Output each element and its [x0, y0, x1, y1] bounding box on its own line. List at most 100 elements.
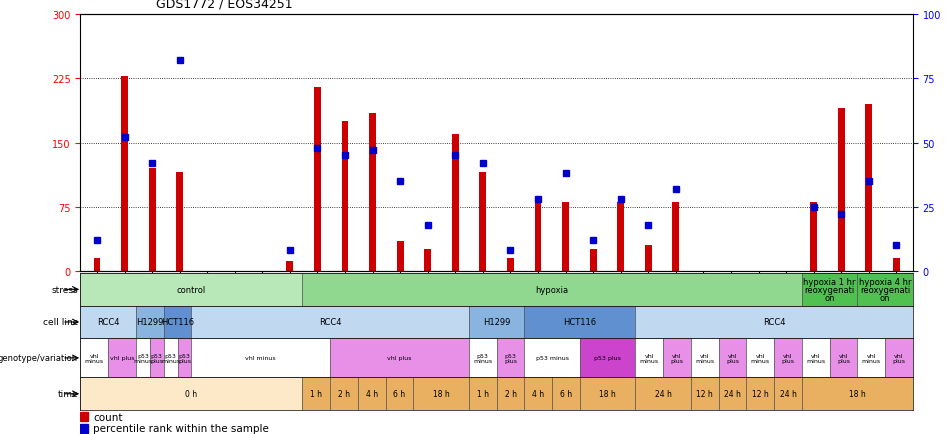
- Bar: [636, 306, 913, 339]
- Text: 24 h: 24 h: [724, 389, 741, 398]
- Bar: [589, 250, 597, 271]
- Text: vhl
minus: vhl minus: [695, 353, 714, 363]
- Bar: [136, 339, 149, 378]
- Text: vhl
minus: vhl minus: [806, 353, 825, 363]
- Bar: [562, 203, 569, 271]
- Text: 18 h: 18 h: [432, 389, 449, 398]
- Bar: [80, 378, 303, 410]
- Text: 1 h: 1 h: [310, 389, 323, 398]
- Bar: [80, 273, 303, 306]
- Bar: [580, 378, 636, 410]
- Bar: [838, 109, 845, 271]
- Text: vhl
minus: vhl minus: [751, 353, 770, 363]
- Bar: [830, 339, 857, 378]
- Bar: [810, 203, 817, 271]
- Text: 1 h: 1 h: [477, 389, 489, 398]
- Bar: [802, 378, 913, 410]
- Text: vhl
plus: vhl plus: [892, 353, 905, 363]
- Bar: [452, 135, 459, 271]
- Text: genotype/variation: genotype/variation: [0, 354, 78, 362]
- Bar: [80, 412, 87, 421]
- Bar: [497, 339, 524, 378]
- Bar: [857, 273, 913, 306]
- Bar: [636, 378, 691, 410]
- Text: 4 h: 4 h: [366, 389, 377, 398]
- Text: 2 h: 2 h: [504, 389, 517, 398]
- Text: 24 h: 24 h: [780, 389, 797, 398]
- Text: 0 h: 0 h: [185, 389, 198, 398]
- Bar: [691, 378, 719, 410]
- Bar: [497, 378, 524, 410]
- Bar: [121, 77, 128, 271]
- Text: vhl minus: vhl minus: [245, 355, 276, 361]
- Text: stress: stress: [51, 285, 78, 294]
- Text: RCC4: RCC4: [319, 318, 342, 327]
- Bar: [164, 339, 178, 378]
- Text: hypoxia 1 hr
reoxygenati
on: hypoxia 1 hr reoxygenati on: [803, 277, 856, 302]
- Bar: [636, 339, 663, 378]
- Bar: [534, 203, 541, 271]
- Text: 6 h: 6 h: [394, 389, 406, 398]
- Bar: [746, 378, 774, 410]
- Bar: [857, 339, 885, 378]
- Text: vhl
minus: vhl minus: [862, 353, 881, 363]
- Bar: [303, 378, 330, 410]
- Bar: [396, 241, 404, 271]
- Text: vhl
minus: vhl minus: [639, 353, 658, 363]
- Bar: [802, 273, 857, 306]
- Bar: [673, 203, 679, 271]
- Bar: [94, 258, 100, 271]
- Bar: [885, 339, 913, 378]
- Text: H1299: H1299: [483, 318, 510, 327]
- Bar: [691, 339, 719, 378]
- Text: vhl
plus: vhl plus: [837, 353, 850, 363]
- Text: p53
minus: p53 minus: [133, 353, 152, 363]
- Bar: [342, 122, 348, 271]
- Text: p53
plus: p53 plus: [178, 353, 191, 363]
- Bar: [524, 378, 552, 410]
- Bar: [524, 306, 636, 339]
- Bar: [866, 105, 872, 271]
- Text: control: control: [177, 285, 206, 294]
- Bar: [149, 169, 155, 271]
- Text: vhl
plus: vhl plus: [671, 353, 684, 363]
- Text: p53
plus: p53 plus: [150, 353, 164, 363]
- Bar: [802, 339, 830, 378]
- Text: p53
plus: p53 plus: [504, 353, 517, 363]
- Bar: [774, 378, 802, 410]
- Bar: [136, 306, 164, 339]
- Bar: [178, 339, 191, 378]
- Bar: [617, 203, 624, 271]
- Text: hypoxia 4 hr
reoxygenati
on: hypoxia 4 hr reoxygenati on: [859, 277, 911, 302]
- Bar: [330, 378, 358, 410]
- Text: time: time: [58, 389, 78, 398]
- Text: vhl plus: vhl plus: [387, 355, 412, 361]
- Bar: [80, 339, 108, 378]
- Bar: [176, 173, 184, 271]
- Bar: [164, 306, 191, 339]
- Bar: [469, 378, 497, 410]
- Text: 2 h: 2 h: [338, 389, 350, 398]
- Bar: [413, 378, 469, 410]
- Bar: [303, 273, 802, 306]
- Bar: [369, 113, 377, 271]
- Text: 4 h: 4 h: [533, 389, 544, 398]
- Bar: [425, 250, 431, 271]
- Bar: [507, 258, 514, 271]
- Bar: [287, 261, 293, 271]
- Text: RCC4: RCC4: [762, 318, 785, 327]
- Bar: [191, 339, 330, 378]
- Text: HCT116: HCT116: [563, 318, 597, 327]
- Bar: [552, 378, 580, 410]
- Text: vhl
plus: vhl plus: [781, 353, 795, 363]
- Bar: [469, 339, 497, 378]
- Text: GDS1772 / EOS34251: GDS1772 / EOS34251: [156, 0, 292, 11]
- Bar: [330, 339, 469, 378]
- Bar: [358, 378, 386, 410]
- Text: percentile rank within the sample: percentile rank within the sample: [93, 424, 269, 434]
- Text: cell line: cell line: [43, 318, 78, 327]
- Bar: [469, 306, 524, 339]
- Bar: [524, 339, 580, 378]
- Bar: [746, 339, 774, 378]
- Text: 12 h: 12 h: [752, 389, 769, 398]
